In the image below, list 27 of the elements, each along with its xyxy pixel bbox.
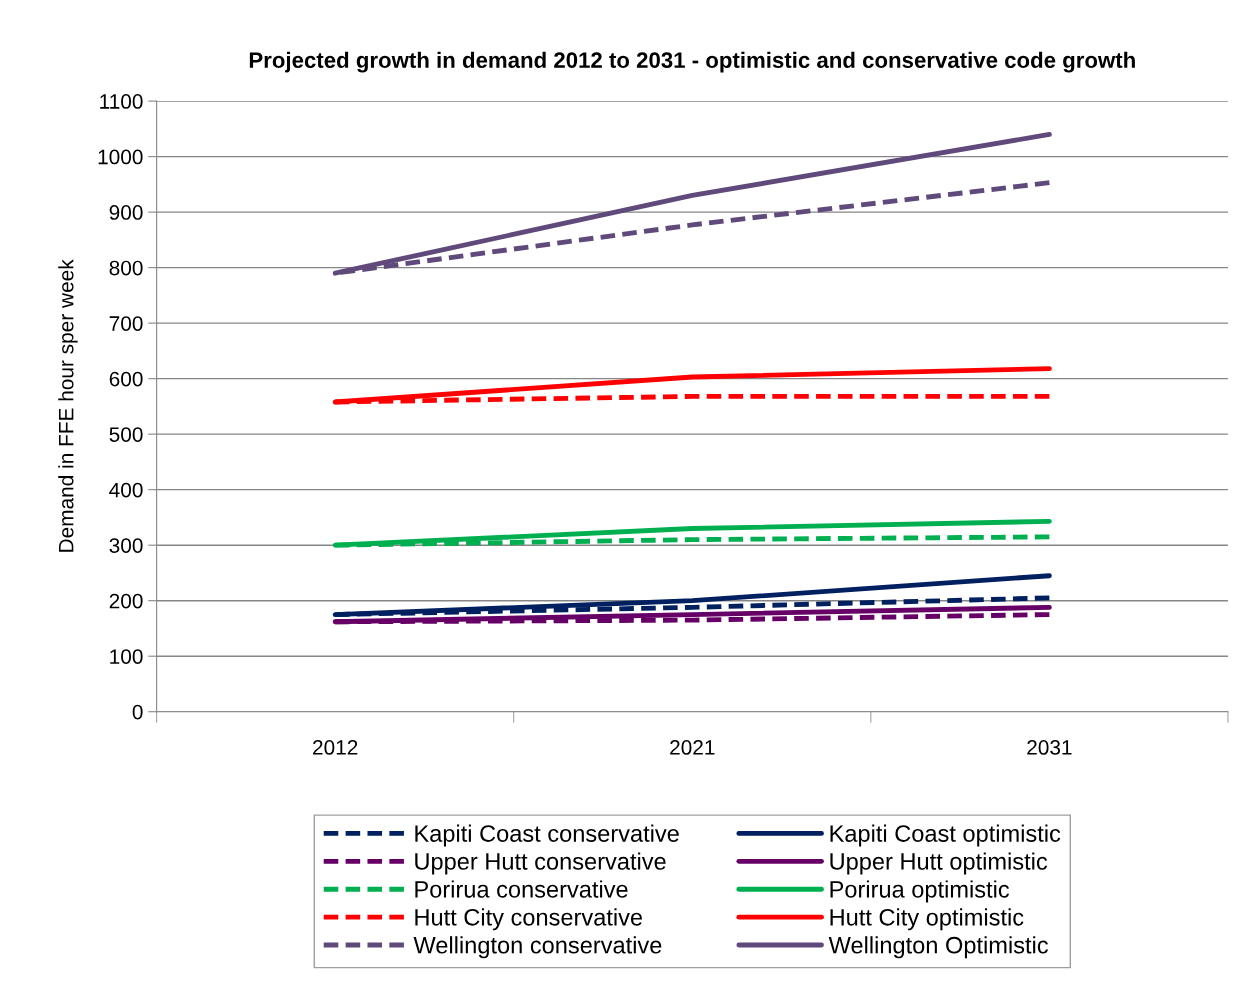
- legend-label: Kapiti Coast optimistic: [830, 824, 1061, 847]
- y-tick-label: 0: [132, 704, 143, 720]
- y-axis-title: Demand in FFE hour sper week: [58, 259, 78, 552]
- legend-label: Upper Hutt optimistic: [830, 852, 1048, 875]
- legend-label: Wellington Optimistic: [828, 936, 1048, 959]
- x-tick-label: 2031: [1027, 740, 1072, 755]
- chart-title: Projected growth in demand 2012 to 2031 - optimistic and conservative code growth: [249, 51, 1135, 73]
- y-tick-label: 300: [109, 538, 143, 553]
- y-tick-label: 1100: [100, 94, 143, 109]
- y-tick-label: 500: [109, 427, 143, 442]
- y-tick-label: 1000: [98, 149, 143, 165]
- legend-label: Kapiti Coast conservative: [415, 824, 679, 847]
- y-tick-label: 400: [109, 482, 143, 498]
- legend-label: Hutt City optimistic: [830, 908, 1024, 931]
- y-tick-label: 100: [110, 649, 143, 664]
- legend-label: Porirua optimistic: [830, 880, 1010, 903]
- y-tick-label: 600: [109, 371, 143, 387]
- x-tick-label: 2021: [670, 740, 715, 755]
- y-tick-label: 800: [109, 260, 143, 276]
- x-tick-label: 2012: [313, 740, 358, 755]
- legend-label: Hutt City conservative: [415, 908, 643, 931]
- y-tick-label: 900: [109, 205, 143, 220]
- legend-label: Upper Hutt conservative: [415, 852, 666, 875]
- legend-label: Porirua conservative: [415, 880, 628, 898]
- y-tick-label: 700: [109, 316, 143, 331]
- y-tick-label: 200: [109, 593, 143, 609]
- legend-label: Wellington conservative: [413, 936, 662, 959]
